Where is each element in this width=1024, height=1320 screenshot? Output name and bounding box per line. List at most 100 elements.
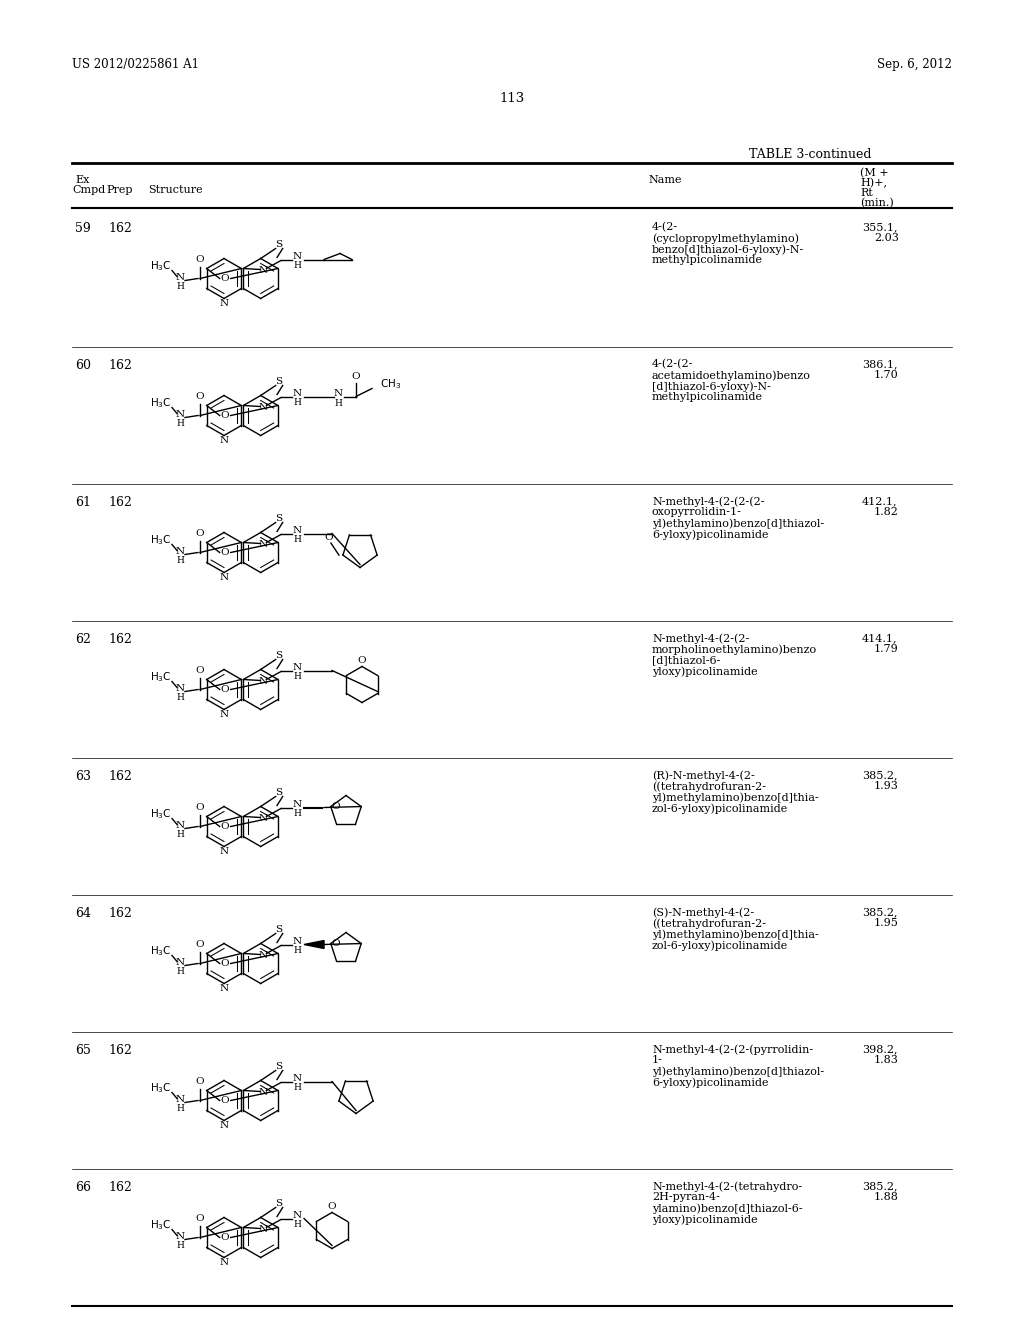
Text: 1.82: 1.82 (874, 507, 899, 517)
Text: N: N (219, 847, 228, 855)
Text: 414.1,: 414.1, (862, 634, 897, 643)
Text: N: N (259, 814, 268, 822)
Text: morpholinoethylamino)benzo: morpholinoethylamino)benzo (652, 644, 817, 655)
Text: N-methyl-4-(2-(tetrahydro-: N-methyl-4-(2-(tetrahydro- (652, 1181, 802, 1192)
Text: 1.88: 1.88 (874, 1192, 899, 1203)
Text: methylpicolinamide: methylpicolinamide (652, 255, 763, 265)
Text: H: H (334, 399, 342, 408)
Text: O: O (196, 667, 205, 675)
Text: S: S (275, 1199, 283, 1208)
Text: acetamidoethylamino)benzo: acetamidoethylamino)benzo (652, 370, 811, 380)
Text: [d]thiazol-6-yloxy)-N-: [d]thiazol-6-yloxy)-N- (652, 381, 771, 392)
Text: Structure: Structure (148, 185, 203, 195)
Text: O: O (220, 685, 229, 694)
Text: N: N (259, 540, 268, 549)
Text: 412.1,: 412.1, (862, 496, 897, 506)
Text: 59: 59 (75, 222, 91, 235)
Text: oxopyrrolidin-1-: oxopyrrolidin-1- (652, 507, 741, 517)
Text: O: O (220, 275, 229, 282)
Text: ((tetrahydrofuran-2-: ((tetrahydrofuran-2- (652, 917, 766, 928)
Text: 162: 162 (108, 222, 132, 235)
Text: N: N (175, 684, 184, 693)
Text: H: H (176, 968, 184, 975)
Text: (min.): (min.) (860, 198, 894, 209)
Text: H: H (293, 1220, 301, 1229)
Text: 65: 65 (75, 1044, 91, 1057)
Text: O: O (196, 1077, 205, 1086)
Text: S: S (275, 925, 283, 935)
Text: $\mathsf{H_3C}$: $\mathsf{H_3C}$ (150, 945, 172, 958)
Text: Name: Name (648, 176, 682, 185)
Text: N: N (219, 1121, 228, 1130)
Text: 385.2,: 385.2, (862, 907, 897, 917)
Text: 1.79: 1.79 (874, 644, 899, 653)
Text: H: H (176, 282, 184, 290)
Text: S: S (275, 651, 283, 660)
Text: (cyclopropylmethylamino): (cyclopropylmethylamino) (652, 234, 799, 244)
Text: N: N (293, 252, 302, 261)
Text: S: S (275, 513, 283, 523)
Text: N: N (259, 267, 268, 275)
Text: 162: 162 (108, 359, 132, 372)
Text: 355.1,: 355.1, (862, 222, 897, 232)
Text: O: O (325, 532, 333, 541)
Text: O: O (332, 939, 340, 948)
Text: 6-yloxy)picolinamide: 6-yloxy)picolinamide (652, 1077, 768, 1088)
Text: $\mathsf{H_3C}$: $\mathsf{H_3C}$ (150, 1081, 172, 1096)
Text: 1-: 1- (652, 1055, 663, 1065)
Text: N: N (175, 546, 184, 556)
Text: 4-(2-: 4-(2- (652, 222, 678, 232)
Text: (S)-N-methyl-4-(2-: (S)-N-methyl-4-(2- (652, 907, 754, 917)
Text: yloxy)picolinamide: yloxy)picolinamide (652, 667, 758, 677)
Text: yloxy)picolinamide: yloxy)picolinamide (652, 1214, 758, 1225)
Text: O: O (220, 822, 229, 832)
Text: N: N (219, 1258, 228, 1267)
Text: N: N (293, 1210, 302, 1220)
Text: zol-6-yloxy)picolinamide: zol-6-yloxy)picolinamide (652, 803, 788, 813)
Text: $\mathsf{H_3C}$: $\mathsf{H_3C}$ (150, 808, 172, 821)
Text: H: H (293, 535, 301, 544)
Text: $\mathsf{CH_3}$: $\mathsf{CH_3}$ (380, 378, 401, 392)
Text: 62: 62 (75, 634, 91, 645)
Text: N: N (219, 300, 228, 308)
Text: 63: 63 (75, 770, 91, 783)
Text: $\mathsf{H_3C}$: $\mathsf{H_3C}$ (150, 671, 172, 684)
Text: O: O (196, 392, 205, 401)
Text: 162: 162 (108, 907, 132, 920)
Text: 162: 162 (108, 634, 132, 645)
Text: (M +: (M + (860, 168, 889, 178)
Text: N: N (219, 710, 228, 719)
Text: N: N (175, 411, 184, 418)
Text: TABLE 3-continued: TABLE 3-continued (749, 148, 871, 161)
Text: N: N (175, 821, 184, 830)
Text: $\mathsf{H_3C}$: $\mathsf{H_3C}$ (150, 396, 172, 411)
Text: H: H (293, 399, 301, 407)
Text: Prep: Prep (106, 185, 132, 195)
Text: 2H-pyran-4-: 2H-pyran-4- (652, 1192, 720, 1203)
Text: O: O (220, 1233, 229, 1242)
Polygon shape (304, 940, 324, 949)
Text: [d]thiazol-6-: [d]thiazol-6- (652, 655, 720, 665)
Text: 64: 64 (75, 907, 91, 920)
Text: O: O (220, 1096, 229, 1105)
Text: H: H (176, 1104, 184, 1113)
Text: O: O (220, 960, 229, 968)
Text: benzo[d]thiazol-6-yloxy)-N-: benzo[d]thiazol-6-yloxy)-N- (652, 244, 804, 255)
Text: N: N (175, 958, 184, 968)
Text: N: N (334, 389, 343, 399)
Text: N: N (259, 677, 268, 686)
Text: O: O (196, 255, 205, 264)
Text: yl)ethylamino)benzo[d]thiazol-: yl)ethylamino)benzo[d]thiazol- (652, 1067, 824, 1077)
Text: 162: 162 (108, 496, 132, 510)
Text: 385.2,: 385.2, (862, 770, 897, 780)
Text: N: N (293, 937, 302, 946)
Text: O: O (328, 1203, 336, 1210)
Text: Cmpd: Cmpd (72, 185, 105, 195)
Text: Rt: Rt (860, 187, 872, 198)
Text: N-methyl-4-(2-(2-: N-methyl-4-(2-(2- (652, 634, 750, 644)
Text: H: H (293, 946, 301, 954)
Text: H: H (293, 672, 301, 681)
Text: O: O (220, 411, 229, 420)
Text: N-methyl-4-(2-(2-(2-: N-methyl-4-(2-(2-(2- (652, 496, 765, 507)
Text: N: N (259, 950, 268, 960)
